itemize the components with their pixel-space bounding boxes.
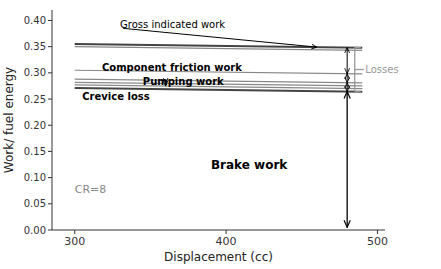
y-tick-label: 0.25 bbox=[24, 94, 46, 105]
y-tick bbox=[48, 125, 52, 126]
annotation-arrow bbox=[347, 92, 348, 228]
annotation: Pumping work bbox=[143, 76, 224, 87]
annotation-arrow bbox=[123, 28, 317, 47]
y-tick bbox=[48, 20, 52, 21]
losses-bracket bbox=[355, 47, 361, 48]
y-tick-label: 0.20 bbox=[24, 120, 46, 131]
y-tick-label: 0.30 bbox=[24, 67, 46, 78]
y-tick-label: 0.00 bbox=[24, 225, 46, 236]
y-tick-label: 0.40 bbox=[24, 15, 46, 26]
plot-lines bbox=[75, 44, 363, 92]
y-tick bbox=[48, 230, 52, 231]
y-tick-label: 0.05 bbox=[24, 198, 46, 209]
x-tick-label: 500 bbox=[367, 235, 388, 248]
annotation: Losses bbox=[365, 64, 398, 75]
losses-bracket bbox=[355, 69, 364, 70]
annotation: CR=8 bbox=[75, 183, 107, 196]
annotation-arrow bbox=[347, 48, 348, 74]
y-tick-label: 0.15 bbox=[24, 146, 46, 157]
y-axis-label: Work/ fuel energy bbox=[2, 67, 16, 173]
annotation: Component friction work bbox=[102, 62, 242, 73]
line bbox=[75, 47, 363, 51]
y-tick bbox=[48, 177, 52, 178]
annotation-arrow bbox=[347, 74, 348, 83]
losses-bracket bbox=[355, 91, 361, 92]
y-axis bbox=[52, 10, 53, 230]
y-tick bbox=[48, 151, 52, 152]
x-axis-label: Displacement (cc) bbox=[164, 250, 273, 264]
y-tick bbox=[48, 203, 52, 204]
annotation: Crevice loss bbox=[82, 91, 149, 102]
x-tick bbox=[74, 230, 75, 234]
annotation-arrow bbox=[347, 83, 348, 92]
annotation: Gross indicated work bbox=[120, 19, 225, 30]
x-tick-label: 300 bbox=[64, 235, 85, 248]
y-tick bbox=[48, 72, 52, 73]
x-tick-label: 400 bbox=[216, 235, 237, 248]
chart: 300 400 500 0.00 0.05 0.10 0.15 0.20 0.25 0.30 0.3… bbox=[0, 0, 441, 269]
x-axis bbox=[52, 230, 385, 231]
y-tick-label: 0.10 bbox=[24, 172, 46, 183]
y-tick-label: 0.35 bbox=[24, 41, 46, 52]
x-tick bbox=[226, 230, 227, 234]
x-tick bbox=[377, 230, 378, 234]
y-tick bbox=[48, 46, 52, 47]
annotation: Brake work bbox=[211, 158, 288, 172]
y-tick bbox=[48, 99, 52, 100]
